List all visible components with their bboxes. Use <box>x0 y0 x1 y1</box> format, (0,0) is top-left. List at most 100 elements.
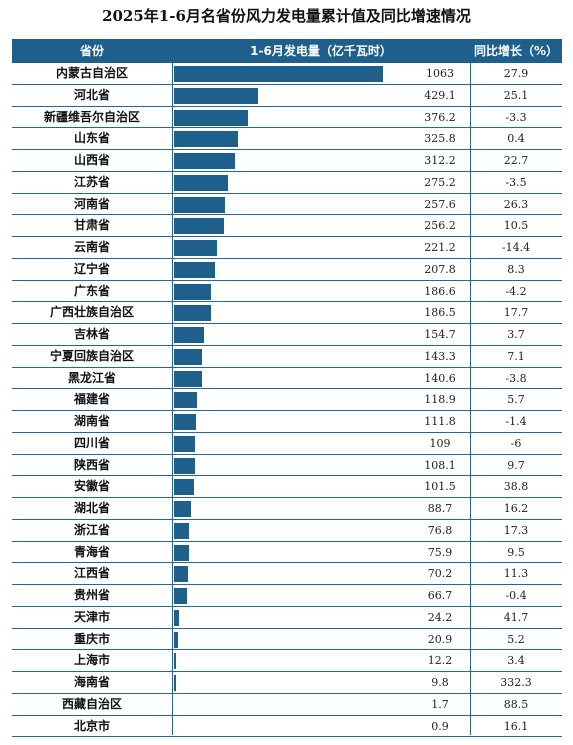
yoy-value: -1.4 <box>505 415 527 428</box>
province-label: 湖北省 <box>73 501 110 515</box>
generation-value: 154.7 <box>424 328 456 341</box>
generation-value: 221.2 <box>424 241 456 254</box>
yoy-value: 38.8 <box>503 480 529 494</box>
yoy-value: -14.4 <box>501 241 531 254</box>
generation-value: 108.1 <box>424 458 456 472</box>
table-row: 吉林省 154.7 3.7 <box>12 324 562 346</box>
province-label: 宁夏回族自治区 <box>49 348 134 363</box>
generation-bar <box>174 392 198 409</box>
generation-value: 256.2 <box>424 219 456 233</box>
generation-value: 186.6 <box>424 284 456 298</box>
generation-bar <box>174 370 202 387</box>
yoy-value: 17.7 <box>503 306 529 320</box>
yoy-value: 27.9 <box>503 67 529 80</box>
province-label: 青海省 <box>73 544 110 559</box>
yoy-value: 3.7 <box>507 328 525 341</box>
generation-value: 1.7 <box>431 697 449 711</box>
province-label: 河南省 <box>73 196 110 211</box>
province-label: 内蒙古自治区 <box>55 66 128 80</box>
province-label: 江西省 <box>73 566 110 581</box>
province-label: 云南省 <box>73 240 110 254</box>
column-divider-2 <box>470 63 471 735</box>
table-row: 海南省 9.8 332.3 <box>12 672 562 694</box>
generation-value: 12.2 <box>427 654 453 668</box>
yoy-value: 7.1 <box>507 349 525 363</box>
table-row: 山西省 312.2 22.7 <box>12 150 562 172</box>
province-label: 北京市 <box>73 718 110 733</box>
province-label: 广东省 <box>73 283 110 298</box>
generation-value: 24.2 <box>427 610 453 624</box>
table-row: 上海市 12.2 3.4 <box>12 650 562 672</box>
province-label: 福建省 <box>73 392 110 407</box>
generation-bar <box>174 348 203 365</box>
province-label: 黑龙江省 <box>67 370 116 385</box>
generation-bar <box>174 196 225 213</box>
table-row: 四川省 109 -6 <box>12 433 562 455</box>
table-row: 江苏省 275.2 -3.5 <box>12 172 562 194</box>
generation-bar <box>174 653 177 670</box>
yoy-value: 25.1 <box>503 88 529 102</box>
table-row: 甘肃省 256.2 10.5 <box>12 215 562 237</box>
table-row: 安徽省 101.5 38.8 <box>12 476 562 498</box>
yoy-value: 16.1 <box>503 719 529 733</box>
province-label: 河北省 <box>73 87 110 102</box>
header-province: 省份 <box>79 44 104 58</box>
generation-value: 429.1 <box>424 88 456 102</box>
table-row: 黑龙江省 140.6 -3.8 <box>12 368 562 390</box>
generation-bar <box>174 87 259 104</box>
table-row: 天津市 24.2 41.7 <box>12 607 562 629</box>
generation-value: 66.7 <box>427 589 453 602</box>
province-label: 吉林省 <box>73 327 110 341</box>
chart-title: 2025年1-6月名省份风力发电量累计值及同比增速情况 <box>102 7 471 25</box>
yoy-value: 88.5 <box>503 697 529 711</box>
generation-bar <box>174 174 229 191</box>
province-label: 重庆市 <box>73 631 110 646</box>
table-row: 北京市 0.9 16.1 <box>12 716 562 738</box>
table-row: 湖南省 111.8 -1.4 <box>12 411 562 433</box>
province-label: 江苏省 <box>73 174 110 189</box>
generation-bar <box>174 457 196 474</box>
province-label: 湖南省 <box>73 414 110 428</box>
column-divider-1 <box>172 63 173 735</box>
generation-value: 325.8 <box>424 132 456 146</box>
table-header: 省份 1-6月发电量（亿千瓦时） 同比增长（%） <box>12 40 562 63</box>
province-label: 山东省 <box>73 131 110 146</box>
yoy-value: -4.2 <box>505 284 527 298</box>
yoy-value: 22.7 <box>503 154 529 167</box>
generation-bar <box>174 109 248 126</box>
yoy-value: 17.3 <box>503 523 529 537</box>
table-row: 西藏自治区 1.7 88.5 <box>12 694 562 716</box>
yoy-value: 9.7 <box>507 458 525 472</box>
yoy-value: -3.5 <box>505 175 527 189</box>
generation-value: 109 <box>429 436 451 450</box>
yoy-value: 16.2 <box>503 502 529 515</box>
province-label: 浙江省 <box>73 522 110 537</box>
generation-bar <box>174 675 176 691</box>
yoy-value: -0.4 <box>505 589 527 602</box>
yoy-value: 26.3 <box>503 197 529 211</box>
yoy-value: 11.3 <box>503 567 529 581</box>
generation-value: 75.9 <box>427 545 453 559</box>
table-row: 青海省 75.9 9.5 <box>12 542 562 564</box>
table-row: 陕西省 108.1 9.7 <box>12 455 562 477</box>
province-label: 天津市 <box>73 609 110 624</box>
province-label: 海南省 <box>73 675 110 689</box>
generation-bar <box>174 566 188 583</box>
generation-bar <box>174 631 179 648</box>
table-row: 重庆市 20.9 5.2 <box>12 629 562 651</box>
generation-bar <box>174 435 196 452</box>
yoy-value: 5.2 <box>507 632 525 646</box>
generation-bar <box>174 609 179 626</box>
table-row: 河北省 429.1 25.1 <box>12 85 562 107</box>
generation-value: 257.6 <box>424 197 456 211</box>
table-row: 宁夏回族自治区 143.3 7.1 <box>12 346 562 368</box>
header-yoy: 同比增长（%） <box>473 44 559 58</box>
generation-bar <box>174 544 189 561</box>
province-label: 山西省 <box>73 153 110 167</box>
table-row: 云南省 221.2 -14.4 <box>12 237 562 259</box>
table-row: 贵州省 66.7 -0.4 <box>12 585 562 607</box>
province-label: 四川省 <box>73 435 110 450</box>
generation-value: 111.8 <box>424 415 456 428</box>
province-label: 广西壮族自治区 <box>49 305 134 320</box>
generation-bar <box>174 305 211 322</box>
